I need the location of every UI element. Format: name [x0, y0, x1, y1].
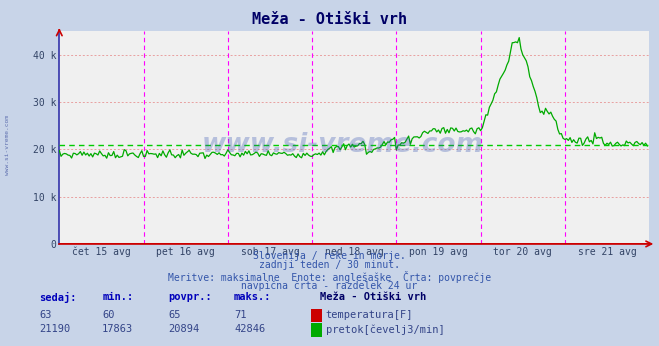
Text: zadnji teden / 30 minut.: zadnji teden / 30 minut. — [259, 260, 400, 270]
Text: 60: 60 — [102, 310, 115, 320]
Text: Slovenija / reke in morje.: Slovenija / reke in morje. — [253, 251, 406, 261]
Text: povpr.:: povpr.: — [168, 292, 212, 302]
Text: maks.:: maks.: — [234, 292, 272, 302]
Text: min.:: min.: — [102, 292, 133, 302]
Text: 65: 65 — [168, 310, 181, 320]
Text: Meža - Otiški vrh: Meža - Otiški vrh — [320, 292, 426, 302]
Text: 17863: 17863 — [102, 324, 133, 334]
Text: navpična črta - razdelek 24 ur: navpična črta - razdelek 24 ur — [241, 280, 418, 291]
Text: www.si-vreme.com: www.si-vreme.com — [202, 132, 484, 158]
Text: sedaj:: sedaj: — [40, 292, 77, 303]
Text: Meritve: maksimalne  Enote: anglešaške  Črta: povprečje: Meritve: maksimalne Enote: anglešaške Čr… — [168, 271, 491, 283]
Text: pretok[čevelj3/min]: pretok[čevelj3/min] — [326, 324, 444, 335]
Text: 63: 63 — [40, 310, 52, 320]
Text: www.si-vreme.com: www.si-vreme.com — [5, 115, 11, 175]
Text: 20894: 20894 — [168, 324, 199, 334]
Text: 42846: 42846 — [234, 324, 265, 334]
Text: 71: 71 — [234, 310, 246, 320]
Text: 21190: 21190 — [40, 324, 71, 334]
Text: temperatura[F]: temperatura[F] — [326, 310, 413, 320]
Text: Meža - Otiški vrh: Meža - Otiški vrh — [252, 12, 407, 27]
